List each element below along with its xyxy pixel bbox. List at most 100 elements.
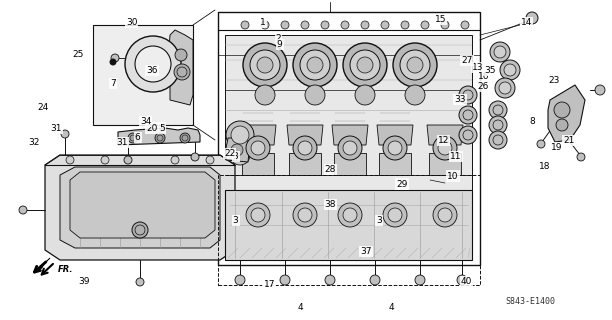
Circle shape [175,49,187,61]
Circle shape [577,153,585,161]
Text: 12: 12 [438,136,449,145]
Circle shape [350,50,380,80]
Text: 19: 19 [551,143,562,152]
Circle shape [433,203,457,227]
Text: 31: 31 [117,138,128,147]
Circle shape [554,102,570,118]
Circle shape [226,121,254,149]
Circle shape [494,46,506,58]
Text: 25: 25 [73,50,84,59]
Text: 30: 30 [126,18,137,27]
Bar [242,153,274,175]
Circle shape [191,153,199,161]
Circle shape [293,136,317,160]
Circle shape [407,57,423,73]
Circle shape [415,275,425,285]
Circle shape [341,21,349,29]
Text: 40: 40 [461,277,472,286]
Text: 39: 39 [79,277,90,286]
Polygon shape [35,258,50,272]
Text: 34: 34 [140,117,151,126]
Circle shape [305,85,325,105]
Circle shape [261,21,269,29]
Circle shape [231,126,249,144]
Circle shape [206,156,214,164]
Text: FR.: FR. [58,266,73,275]
Circle shape [433,136,457,160]
Circle shape [301,21,309,29]
Text: 28: 28 [325,165,336,174]
Text: 3: 3 [233,152,239,161]
Circle shape [281,21,289,29]
Circle shape [489,131,507,149]
Text: 4: 4 [297,303,303,312]
Circle shape [441,21,449,29]
Polygon shape [225,190,472,260]
Circle shape [325,275,335,285]
Circle shape [230,145,250,165]
Text: 3: 3 [376,216,382,225]
Circle shape [421,21,429,29]
Circle shape [235,275,245,285]
Circle shape [19,206,27,214]
Circle shape [338,136,362,160]
Circle shape [280,275,290,285]
Text: 11: 11 [450,152,461,161]
Polygon shape [118,128,200,145]
Polygon shape [377,125,413,145]
Text: 37: 37 [360,247,371,256]
Text: 1: 1 [260,18,266,27]
Circle shape [125,36,181,92]
Text: 33: 33 [455,95,466,104]
Circle shape [307,57,323,73]
Text: 23: 23 [548,76,559,84]
Circle shape [388,208,402,222]
Circle shape [246,203,270,227]
Text: 18: 18 [539,162,550,171]
Polygon shape [548,85,585,142]
Circle shape [499,82,511,94]
Circle shape [459,106,477,124]
Text: 35: 35 [484,66,495,75]
Circle shape [361,21,369,29]
Circle shape [383,136,407,160]
Circle shape [321,21,329,29]
Circle shape [132,222,148,238]
Circle shape [459,86,477,104]
Circle shape [338,203,362,227]
Text: 22: 22 [224,149,235,158]
Circle shape [174,64,190,80]
Bar [379,153,411,175]
Circle shape [111,54,119,62]
Circle shape [537,140,545,148]
Polygon shape [332,125,368,145]
Circle shape [257,57,273,73]
Text: 24: 24 [37,103,48,112]
Text: 38: 38 [325,200,336,209]
Text: 3: 3 [233,216,239,225]
Circle shape [438,141,452,155]
Text: 5: 5 [159,124,165,132]
Bar [289,153,321,175]
Circle shape [459,126,477,144]
Bar [334,153,366,175]
Bar [218,175,480,285]
Circle shape [500,60,520,80]
Circle shape [298,141,312,155]
Circle shape [495,78,515,98]
Circle shape [171,156,179,164]
Text: 4: 4 [389,303,395,312]
Polygon shape [427,125,463,145]
Circle shape [251,141,265,155]
Text: 26: 26 [478,82,489,91]
Circle shape [135,46,171,82]
Circle shape [246,136,270,160]
Text: 36: 36 [146,66,157,75]
Text: 6: 6 [135,133,141,142]
Circle shape [400,50,430,80]
Circle shape [490,42,510,62]
Circle shape [255,85,275,105]
Text: S843-E1400: S843-E1400 [505,298,555,307]
Circle shape [343,43,387,87]
Circle shape [180,133,190,143]
